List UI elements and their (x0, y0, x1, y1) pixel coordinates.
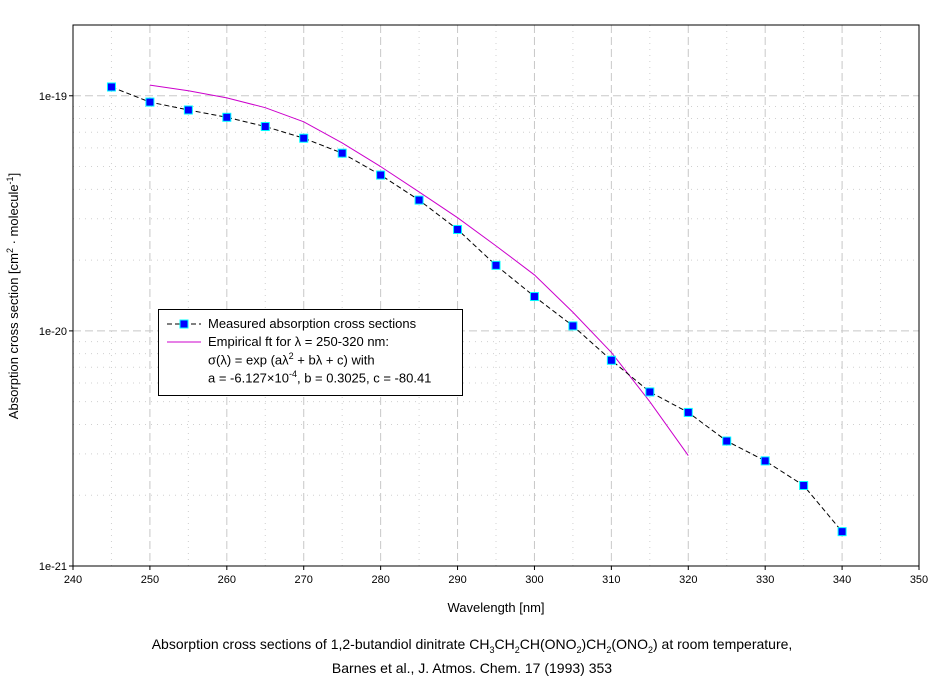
measured-point (376, 170, 386, 180)
caption-line-2: Barnes et al., J. Atmos. Chem. 17 (1993)… (331, 660, 613, 676)
measured-point (645, 387, 655, 397)
measured-point (414, 195, 424, 205)
y-axis-label: Absorption cross section [cm2 · molecule… (5, 173, 21, 419)
measured-point (760, 456, 770, 466)
measured-point (106, 82, 116, 92)
x-tick-label: 350 (910, 574, 928, 586)
measured-point (799, 480, 809, 490)
fit-curve (149, 84, 689, 456)
x-tick-label: 320 (679, 574, 697, 586)
series (106, 82, 847, 537)
legend-measured-label: Measured absorption cross sections (208, 316, 417, 331)
caption-line-1: Absorption cross sections of 1,2-butandi… (151, 636, 793, 655)
y-tick-label: 1e-20 (39, 326, 67, 338)
legend-formula: σ(λ) = exp (aλ2 + bλ + c) with (208, 351, 375, 368)
grid (73, 25, 919, 566)
x-tick-label: 300 (525, 574, 543, 586)
measured-point (722, 436, 732, 446)
measured-point (837, 527, 847, 537)
measured-point (491, 260, 501, 270)
plot-frame (72, 24, 920, 567)
y-tick-label: 1e-19 (39, 91, 67, 103)
x-tick-label: 310 (602, 574, 620, 586)
x-tick-label: 250 (141, 574, 159, 586)
x-axis-label: Wavelength [nm] (447, 600, 544, 615)
measured-point (568, 321, 578, 331)
legend-swatches (167, 319, 201, 343)
legend-fit-label: Empirical ft for λ = 250-320 nm: (208, 334, 389, 349)
measured-point (453, 224, 463, 234)
x-tick-label: 240 (64, 574, 82, 586)
y-tick-label: 1e-21 (39, 561, 67, 573)
measured-point (337, 148, 347, 158)
legend: Measured absorption cross sections Empir… (158, 309, 463, 396)
measured-point (683, 407, 693, 417)
measured-point (529, 292, 539, 302)
measured-line (111, 86, 843, 532)
legend-coefficients: a = -6.127×10-4, b = 0.3025, c = -80.41 (208, 369, 432, 386)
measured-point (299, 133, 309, 143)
x-tick-label: 290 (448, 574, 466, 586)
measured-point (145, 97, 155, 107)
x-tick-label: 340 (833, 574, 851, 586)
legend-measured-marker (179, 319, 189, 329)
measured-point (222, 112, 232, 122)
measured-point (606, 355, 616, 365)
axis-ticks: 240 250 260 270 280 290 300 310 320 330 340 350 1e-2… (39, 91, 928, 586)
x-tick-label: 280 (371, 574, 389, 586)
measured-point (183, 105, 193, 115)
x-tick-label: 260 (218, 574, 236, 586)
measured-point (260, 122, 270, 132)
x-tick-label: 270 (295, 574, 313, 586)
x-tick-label: 330 (756, 574, 774, 586)
